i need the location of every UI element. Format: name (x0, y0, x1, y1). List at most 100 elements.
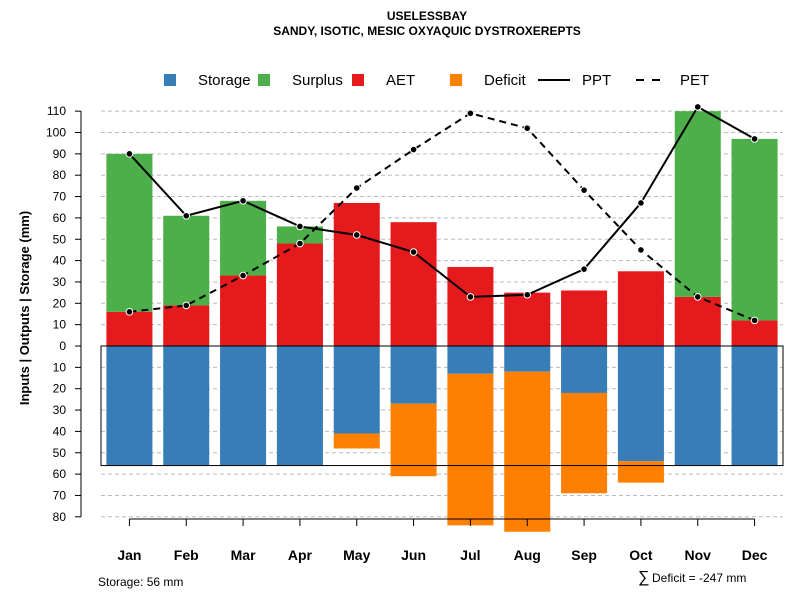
y-tick-label: 50 (53, 232, 67, 246)
surplus-bar (163, 215, 210, 306)
pet-point (125, 308, 134, 316)
aet-bar (561, 290, 608, 346)
ppt-point (182, 211, 191, 220)
deficit-bar (333, 433, 380, 449)
x-tick-label: Mar (231, 547, 256, 563)
y-tick-label: 40 (53, 254, 67, 268)
pet-point (693, 293, 702, 301)
y-tick-label: 80 (53, 168, 67, 182)
deficit-bar (390, 403, 437, 477)
pet-point (523, 124, 532, 133)
y-tick-label: 100 (46, 126, 66, 140)
pet-point (239, 271, 247, 280)
surplus-bar (674, 111, 721, 297)
surplus-bar (731, 138, 778, 321)
ppt-point (750, 135, 759, 143)
x-tick-label: Dec (742, 547, 768, 563)
pet-point (409, 145, 418, 154)
y-tick-label: 70 (53, 190, 67, 204)
deficit-note: Deficit = -247 mm (652, 571, 746, 585)
aet-bar (674, 296, 721, 346)
pet-point (637, 246, 645, 254)
x-tick-label: Apr (288, 547, 313, 563)
y-tick-label: 90 (53, 147, 67, 161)
y-tick-label: 30 (53, 275, 67, 289)
storage-bar (220, 346, 267, 466)
storage-bar (674, 346, 721, 466)
storage-bar (617, 346, 664, 462)
x-tick-label: Sep (571, 547, 597, 563)
x-tick-label: Feb (174, 547, 199, 563)
ppt-point (637, 199, 645, 207)
aet-bar (163, 305, 210, 346)
x-tick-label: Nov (685, 547, 712, 563)
pet-point (750, 316, 759, 325)
storage-bar (447, 346, 494, 374)
storage-bar (163, 346, 210, 466)
legend-label: Deficit (484, 72, 527, 89)
storage-note: Storage: 56 mm (98, 575, 183, 589)
ppt-point (693, 103, 702, 111)
y-tick-label: 60 (53, 211, 67, 225)
x-tick-label: Jan (117, 547, 141, 563)
x-tick-label: Jun (401, 547, 426, 563)
series-lines (125, 103, 759, 325)
x-tick-label: Jul (460, 547, 480, 563)
aet-bar (333, 202, 380, 346)
ppt-point (523, 290, 532, 299)
y-tick-label: 80 (53, 510, 67, 524)
y-tick-label: 50 (53, 446, 67, 460)
pet-point (296, 239, 304, 248)
y-tick-label: 10 (53, 318, 67, 332)
aet-bar (504, 292, 551, 346)
aet-bar (220, 275, 267, 346)
pet-point (466, 109, 475, 118)
legend-swatch (352, 74, 364, 86)
y-tick-label: 20 (53, 382, 67, 396)
ppt-point (409, 248, 418, 256)
deficit-sum-symbol: ∑ (638, 569, 649, 586)
ppt-point (466, 293, 475, 301)
aet-bar (617, 271, 664, 346)
y-axis-label: Inputs | Outputs | Storage (mm) (17, 211, 32, 405)
aet-bar (106, 311, 153, 346)
pet-point (580, 186, 588, 194)
legend-label: PET (680, 72, 709, 89)
x-tick-label: May (343, 547, 370, 563)
deficit-bar (504, 371, 551, 532)
y-tick-label: 10 (53, 360, 67, 374)
y-tick-label: 70 (53, 488, 67, 502)
legend-label: Surplus (292, 72, 343, 89)
y-tick-label: 30 (53, 403, 67, 417)
y-tick-label: 20 (53, 296, 67, 310)
storage-capacity-box (100, 345, 784, 467)
chart-title: USELESSBAY (387, 9, 467, 23)
x-tick-label: Oct (629, 547, 653, 563)
deficit-bar (447, 373, 494, 526)
surplus-bar (220, 200, 267, 276)
deficit-bar (617, 461, 664, 483)
storage-bar (333, 346, 380, 434)
legend-label: Storage (198, 72, 251, 89)
axes: 8070605040302010010203040506070809010011… (46, 104, 768, 563)
deficit-bar (561, 392, 608, 494)
legend-swatch (258, 74, 270, 86)
x-tick-label: Aug (514, 547, 541, 563)
storage-bar (504, 346, 551, 372)
storage-bar (106, 346, 153, 466)
ppt-point (125, 150, 134, 158)
storage-bar (390, 346, 437, 404)
ppt-point (296, 222, 304, 231)
storage-bar (731, 346, 778, 466)
aet-bar (276, 243, 323, 346)
ppt-point (352, 231, 361, 239)
pet-point (352, 184, 361, 192)
y-tick-label: 60 (53, 467, 67, 481)
ppt-line (128, 105, 756, 298)
ppt-point (239, 197, 247, 205)
aet-bar (447, 267, 494, 346)
chart-subtitle: SANDY, ISOTIC, MESIC OXYAQUIC DYSTROXERE… (273, 24, 581, 38)
legend-swatch (450, 74, 462, 86)
aet-bar (731, 320, 778, 346)
